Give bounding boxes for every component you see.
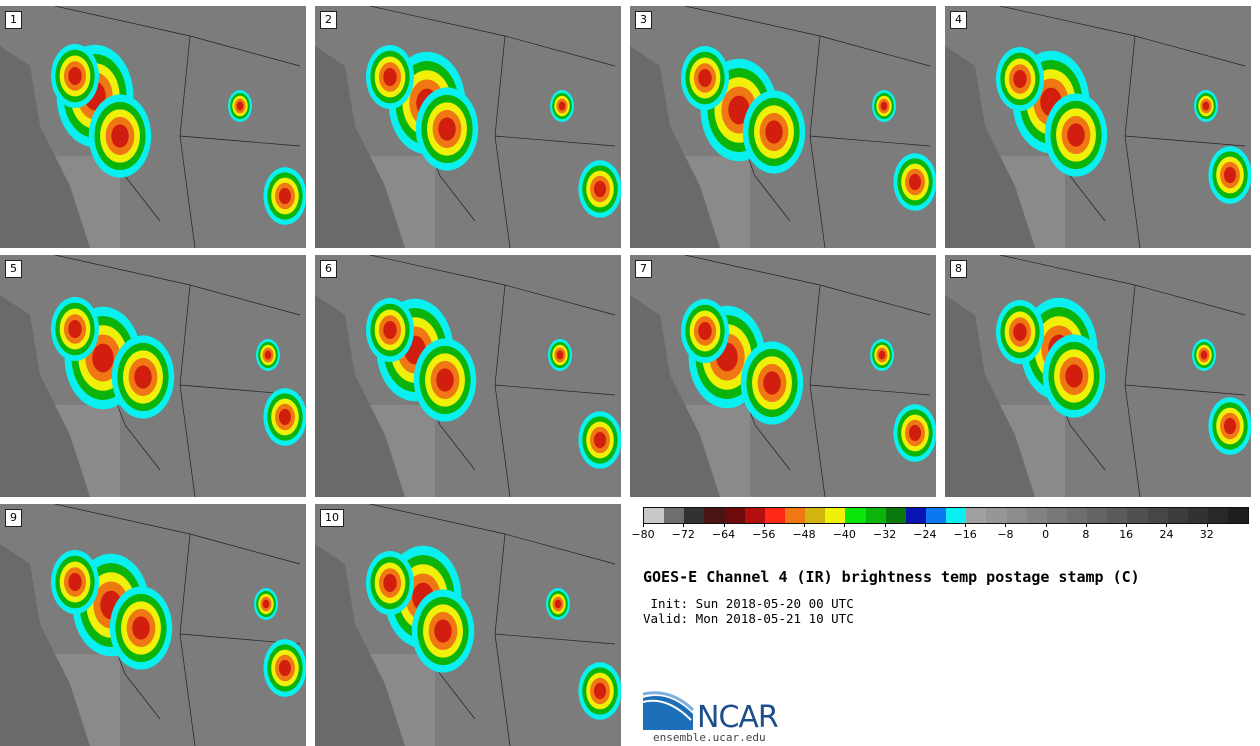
figure-title: GOES-E Channel 4 (IR) brightness temp po… (643, 568, 1140, 586)
colorbar-tick-label: −48 (792, 528, 816, 541)
colorbar-swatch (805, 508, 826, 523)
stamp-panel-1: 1 (0, 6, 306, 248)
colorbar-swatch (1046, 508, 1067, 523)
colorbar-tickmark (1005, 523, 1007, 527)
ncar-logo-text: NCAR (697, 700, 779, 735)
stamp-label: 7 (635, 260, 652, 278)
stamp-map-10 (315, 504, 621, 746)
colorbar-tick-label: −16 (953, 528, 977, 541)
stamp-label: 5 (5, 260, 22, 278)
colorbar-swatch (1066, 508, 1088, 523)
colorbar-swatch (905, 508, 926, 523)
stamp-label: 1 (5, 11, 22, 29)
stamp-panel-5: 5 (0, 255, 306, 497)
colorbar-tick-label: −8 (997, 528, 1014, 541)
stamp-label: 2 (320, 11, 337, 29)
colorbar-swatch (865, 508, 886, 523)
stamp-label: 9 (5, 509, 22, 527)
colorbar-tick-label: −72 (671, 528, 695, 541)
colorbar-tickmark (1206, 523, 1208, 527)
colorbar-swatch (704, 508, 725, 523)
colorbar-swatch (1127, 508, 1148, 523)
stamp-panel-4: 4 (945, 6, 1251, 248)
colorbar (643, 507, 1249, 524)
stamp-panel-7: 7 (630, 255, 936, 497)
colorbar-swatch (644, 508, 665, 523)
stamp-map-4 (945, 6, 1251, 248)
stamp-map-5 (0, 255, 306, 497)
stamp-map-8 (945, 255, 1251, 497)
colorbar-swatch (744, 508, 765, 523)
colorbar-tickmark (643, 523, 644, 527)
colorbar-swatch (925, 508, 947, 523)
stamp-panel-10: 10 (315, 504, 621, 746)
stamp-panel-2: 2 (315, 6, 621, 248)
colorbar-swatch (784, 508, 806, 523)
colorbar-tick-label: 24 (1159, 528, 1174, 541)
colorbar-tickmark (924, 523, 926, 527)
colorbar-swatch (664, 508, 685, 523)
colorbar-tick-label: −40 (832, 528, 856, 541)
init-time: Init: Sun 2018-05-20 00 UTC (643, 596, 854, 611)
stamp-label: 10 (320, 509, 344, 527)
colorbar-tick-label: 32 (1199, 528, 1214, 541)
valid-time: Valid: Mon 2018-05-21 10 UTC (643, 611, 854, 626)
colorbar-tickmark (804, 523, 806, 527)
colorbar-tickmark (1085, 523, 1087, 527)
colorbar-swatch (845, 508, 866, 523)
colorbar-tick-label: −64 (711, 528, 736, 541)
colorbar-tick-label: −24 (913, 528, 937, 541)
colorbar-swatch (764, 508, 785, 523)
stamp-label: 6 (320, 260, 337, 278)
stamp-map-2 (315, 6, 621, 248)
colorbar-tickmark (763, 523, 765, 527)
colorbar-tickmark (844, 523, 846, 527)
colorbar-swatch (1147, 508, 1168, 523)
colorbar-swatch (1006, 508, 1027, 523)
colorbar-tickmark (723, 523, 725, 527)
stamp-panel-3: 3 (630, 6, 936, 248)
stamp-label: 4 (950, 11, 967, 29)
stamp-map-3 (630, 6, 936, 248)
colorbar-swatch (885, 508, 906, 523)
site-url: ensemble.ucar.edu (653, 731, 766, 744)
colorbar-tick-label: −32 (872, 528, 897, 541)
colorbar-swatch (1187, 508, 1208, 523)
stamp-panel-9: 9 (0, 504, 306, 746)
colorbar-swatch (986, 508, 1007, 523)
colorbar-swatch (946, 508, 967, 523)
colorbar-swatch (1228, 508, 1249, 523)
stamp-label: 3 (635, 11, 652, 29)
colorbar-tickmark (1166, 523, 1168, 527)
colorbar-swatch (724, 508, 745, 523)
colorbar-tickmark (965, 523, 967, 527)
colorbar-tick-label: −80 (631, 528, 655, 541)
ncar-logo-icon (643, 691, 695, 730)
colorbar-swatch (684, 508, 705, 523)
colorbar-swatch (1207, 508, 1229, 523)
colorbar-swatch (1107, 508, 1128, 523)
colorbar-swatch (1087, 508, 1108, 523)
colorbar-tickmark (1126, 523, 1128, 527)
colorbar-tickmark (1045, 523, 1047, 527)
colorbar-swatch (1026, 508, 1047, 523)
stamp-panel-8: 8 (945, 255, 1251, 497)
stamp-panel-6: 6 (315, 255, 621, 497)
colorbar-tick-label: 8 (1082, 528, 1090, 541)
colorbar-tickmark (683, 523, 685, 527)
stamp-label: 8 (950, 260, 967, 278)
colorbar-swatch (966, 508, 987, 523)
colorbar-tick-label: 0 (1042, 528, 1050, 541)
colorbar-swatch (825, 508, 846, 523)
stamp-map-6 (315, 255, 621, 497)
colorbar-tickmark (884, 523, 886, 527)
stamp-map-9 (0, 504, 306, 746)
colorbar-tick-label: −56 (752, 528, 776, 541)
colorbar-swatch (1167, 508, 1188, 523)
stamp-map-1 (0, 6, 306, 248)
stamp-map-7 (630, 255, 936, 497)
colorbar-tick-label: 16 (1119, 528, 1134, 541)
